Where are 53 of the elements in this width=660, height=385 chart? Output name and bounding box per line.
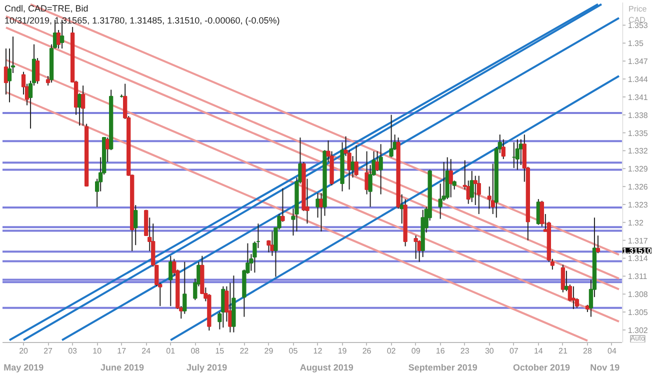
x-tick-label: 14: [534, 346, 544, 356]
y-tick-label: 1.314: [628, 254, 648, 264]
x-tick-label: 15: [215, 346, 225, 356]
x-tick-label: 16: [436, 346, 446, 356]
y-tick-label: 1.329: [628, 164, 648, 174]
x-tick-label: 17: [117, 346, 127, 356]
y-tick-label: 1.308: [628, 290, 648, 300]
x-tick-label: 03: [68, 346, 78, 356]
x2-tick-label: Nov 19: [590, 362, 620, 372]
x2-tick-label: July 2019: [186, 362, 228, 372]
y-tick-label: 1.353: [628, 21, 648, 30]
x2-tick-label: September 2019: [408, 362, 478, 372]
x2-tick-label: August 2019: [300, 362, 354, 372]
x2-tick-label: October 2019: [512, 362, 570, 372]
x-tick-label: 20: [19, 346, 29, 356]
x-tick-label: 26: [362, 346, 372, 356]
x2-tick-label: June 2019: [100, 362, 144, 372]
x-tick-label: 08: [190, 346, 200, 356]
x-tick-label: 10: [92, 346, 102, 356]
x-tick-label: 01: [166, 346, 176, 356]
x-tick-label: 23: [460, 346, 470, 356]
y-tick-label: 1.317: [628, 236, 648, 246]
x-tick-label: 07: [509, 346, 519, 356]
y-tick-label: 1.341: [628, 92, 648, 102]
y-tick-label: 1.32: [628, 218, 644, 228]
y-tick-label: 1.347: [628, 57, 648, 66]
x-tick-label: 04: [608, 346, 617, 356]
y-tick-label: 1.323: [628, 200, 648, 210]
y-tick-label: 1.332: [628, 146, 648, 156]
x2-tick-label: May 2019: [4, 362, 44, 372]
x-tick-label: 29: [264, 346, 274, 356]
ref-line-label: 1.31510: [622, 246, 652, 256]
x-tick-label: 09: [411, 346, 421, 356]
x-tick-label: 22: [240, 346, 250, 356]
x-tick-label: 02: [386, 346, 396, 356]
y-tick-label: 1.305: [628, 308, 648, 318]
x-tick-label: 27: [44, 346, 54, 356]
y-tick-label: 1.335: [628, 128, 648, 138]
x-tick-label: 24: [142, 346, 152, 356]
text: 10/31/2019, 1.31565, 1.31780, 1.31485, 1.31510, -0.00060, (-0.05%): [4, 16, 280, 26]
chart-title: Cndl, CAD=TRE, Bid: [4, 4, 88, 14]
y-tick-label: 1.344: [628, 74, 648, 84]
x-tick-label: 21: [558, 346, 568, 356]
y-tick-label: 1.35: [628, 39, 644, 48]
y-tick-label: 1.302: [628, 326, 648, 335]
x-tick-label: 19: [338, 346, 348, 356]
y-tick-label: 1.326: [628, 182, 648, 192]
x-tick-label: 28: [583, 346, 592, 356]
x-tick-label: 05: [288, 346, 298, 356]
x-tick-label: 12: [313, 346, 323, 356]
y-tick-label: 1.311: [628, 272, 648, 282]
x-tick-label: 30: [484, 346, 494, 356]
y-tick-label: 1.338: [628, 110, 648, 120]
